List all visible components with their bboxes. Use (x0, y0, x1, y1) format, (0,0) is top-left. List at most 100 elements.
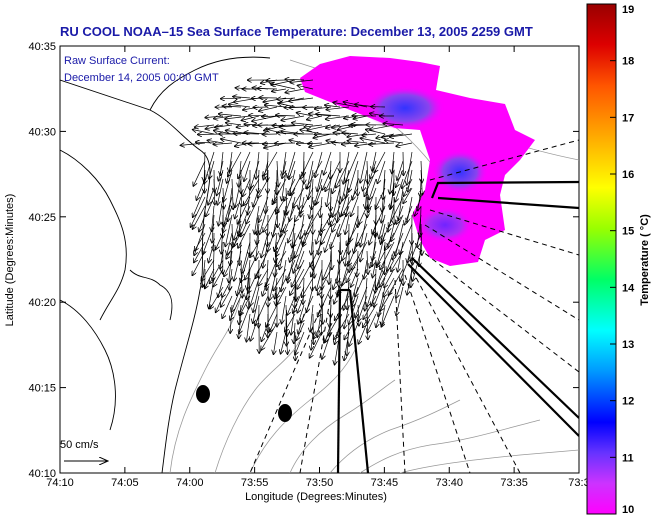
current-vector (354, 232, 359, 253)
current-vector (291, 259, 305, 287)
current-vector (351, 268, 359, 287)
current-vector (342, 259, 350, 286)
colorbar-label: Temperature ( °C) (639, 214, 651, 306)
colorbar-tick-label: 18 (622, 56, 634, 68)
current-vector (376, 295, 386, 328)
current-vector (231, 286, 242, 312)
current-label: Raw Surface Current: (64, 55, 170, 67)
current-vector (395, 178, 404, 202)
current-vector (413, 250, 422, 281)
colorbar (586, 3, 617, 515)
current-vector (239, 313, 241, 339)
current-vector (214, 178, 215, 205)
current-vector (259, 205, 269, 235)
current-vector (299, 178, 305, 209)
current-vectors (180, 79, 422, 365)
current-vector (380, 241, 395, 270)
x-tick-label: 74:10 (46, 477, 74, 489)
current-vector (375, 187, 386, 209)
current-vector (237, 277, 242, 296)
current-vector (256, 223, 259, 244)
current-vector (364, 169, 377, 197)
current-vector (201, 259, 215, 281)
plot-area (60, 56, 579, 473)
current-vector (363, 295, 377, 319)
current-vector (317, 304, 323, 337)
current-vector (275, 241, 277, 262)
current-vector (367, 277, 377, 307)
current-vector (289, 97, 314, 101)
x-tick-label: 73:55 (241, 477, 269, 489)
current-vector (330, 304, 332, 327)
x-tick-label: 73:35 (500, 477, 528, 489)
current-vector (396, 205, 404, 224)
current-vector (223, 169, 233, 202)
current-vector (342, 187, 359, 216)
current-vector (388, 268, 404, 295)
current-vector (270, 83, 296, 90)
current-vector (360, 151, 368, 183)
x-tick-label: 74:05 (111, 477, 139, 489)
chart-title: RU COOL NOAA–15 Sea Surface Temperature:… (60, 24, 533, 39)
current-vector (276, 196, 287, 214)
current-vector (330, 223, 341, 249)
current-vector (274, 223, 287, 251)
current-vector (207, 140, 224, 143)
current-vector (273, 268, 287, 291)
colorbar-tick-label: 19 (622, 4, 634, 16)
current-vector (221, 139, 242, 144)
current-vector (400, 250, 413, 281)
current-vector (235, 178, 242, 208)
y-tick-label: 40:30 (28, 126, 56, 138)
current-vector (239, 304, 241, 325)
current-vector (224, 259, 233, 277)
current-vector (360, 138, 386, 144)
current-vector (309, 331, 323, 358)
current-vector (356, 223, 368, 246)
current-vector (330, 160, 331, 179)
current-vector (377, 232, 386, 266)
current-vector (216, 295, 224, 313)
current-vector (323, 259, 332, 280)
current-vector (193, 187, 206, 217)
current-vector (295, 331, 305, 355)
current-vector (421, 169, 422, 195)
current-vector (388, 205, 395, 232)
current-vector (313, 133, 332, 138)
current-vector (267, 223, 278, 252)
station-marker (196, 385, 210, 403)
current-vector (232, 178, 233, 210)
current-vector (396, 277, 404, 298)
current-vector (408, 169, 413, 192)
current-vector (329, 250, 331, 284)
current-vector (326, 106, 350, 110)
current-vector (297, 85, 314, 90)
current-vector (282, 295, 287, 324)
current-vector (250, 277, 260, 306)
current-vector (212, 205, 215, 232)
current-vector (263, 160, 269, 180)
current-vector (234, 250, 242, 281)
current-vector (414, 196, 422, 216)
current-vector (263, 241, 269, 268)
current-vector (276, 232, 287, 257)
current-vector (407, 196, 413, 223)
current-vector (284, 187, 296, 215)
current-vector (295, 232, 305, 258)
current-vector (311, 331, 313, 350)
current-vector (295, 277, 296, 301)
current-vector (205, 268, 215, 289)
current-vector (336, 160, 350, 188)
current-vector (300, 196, 305, 217)
current-vector (344, 313, 359, 340)
current-vector (286, 322, 288, 354)
current-vector (215, 232, 224, 250)
current-vector (316, 268, 323, 291)
current-vector (308, 169, 314, 199)
current-vector (365, 129, 386, 135)
current-vector (257, 214, 260, 235)
current-vector (390, 187, 395, 210)
current-vector (358, 322, 368, 344)
current-vector (316, 223, 323, 244)
y-tick-label: 40:15 (28, 383, 56, 395)
